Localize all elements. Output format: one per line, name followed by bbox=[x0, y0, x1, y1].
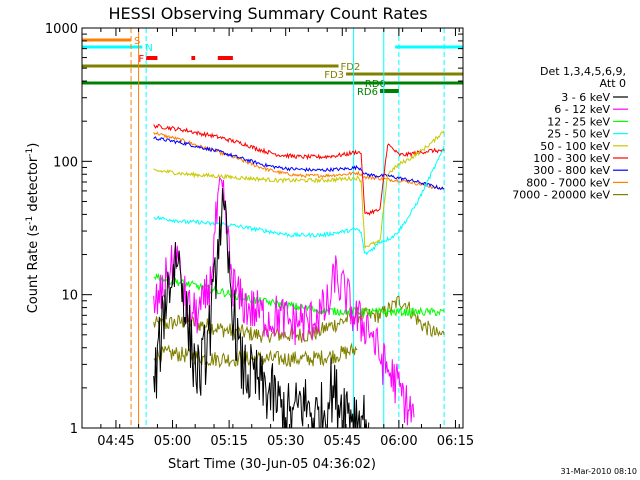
y-tick-label-3: 1000 bbox=[45, 22, 78, 37]
x-axis-label: Start Time (30-Jun-05 04:36:02) bbox=[168, 457, 376, 472]
series-line-25-50-kev bbox=[153, 145, 445, 256]
legend-label-0: 3 - 6 keV bbox=[561, 91, 610, 104]
y-axis-label-close: ) bbox=[26, 143, 41, 148]
state-label-rd0: RD0 bbox=[365, 79, 386, 90]
state-label-fd2: FD2 bbox=[341, 62, 361, 73]
legend-header-1: Att 0 bbox=[600, 77, 626, 90]
y-tick-label-2: 100 bbox=[53, 155, 78, 170]
y-axis-label: Count Rate (s-1 detector-1) bbox=[25, 143, 41, 314]
plot-frame bbox=[81, 27, 464, 429]
legend-label-5: 100 - 300 keV bbox=[533, 152, 610, 165]
legend-label-4: 50 - 100 keV bbox=[540, 140, 610, 153]
series-line-6-12-kev bbox=[153, 176, 415, 426]
y-tick-label-0: 1 bbox=[70, 422, 78, 437]
legend-label-8: 7000 - 20000 keV bbox=[512, 189, 610, 202]
y-axis-label-superscript-2: -1 bbox=[25, 148, 35, 157]
series-line-50-100-kev bbox=[153, 130, 445, 249]
x-tick-label-2: 05:15 bbox=[210, 434, 247, 449]
x-tick-label-1: 05:00 bbox=[154, 434, 191, 449]
x-tick-label-4: 05:45 bbox=[324, 434, 361, 449]
x-tick-label-3: 05:30 bbox=[267, 434, 304, 449]
y-tick-label-1: 10 bbox=[61, 289, 78, 304]
state-label-f: F bbox=[138, 54, 144, 65]
legend-label-3: 25 - 50 keV bbox=[547, 128, 610, 141]
series-line-7000-20000-kev bbox=[153, 295, 445, 343]
y-axis-label-prefix: Count Rate (s bbox=[26, 225, 41, 314]
series-line-100-300-kev bbox=[153, 123, 445, 216]
y-axis-label-superscript: -1 bbox=[25, 216, 35, 225]
series-line-800-7000-kev bbox=[153, 131, 445, 191]
legend-header-0: Det 1,3,4,5,6,9, bbox=[540, 65, 626, 78]
x-tick-label-0: 04:45 bbox=[97, 434, 134, 449]
series-line-lower-7000-20000-kev bbox=[153, 342, 358, 369]
state-label-rd6: RD6 bbox=[357, 87, 378, 98]
chart-title: HESSI Observing Summary Count Rates bbox=[108, 4, 427, 23]
series-line-300-800-kev bbox=[153, 136, 445, 190]
series-lines bbox=[153, 123, 445, 428]
x-tick-label-6: 06:15 bbox=[437, 434, 474, 449]
footer-timestamp: 31-Mar-2010 08:10 bbox=[561, 467, 638, 476]
state-label-s: S bbox=[134, 36, 140, 47]
legend-label-7: 800 - 7000 keV bbox=[526, 176, 610, 189]
state-label-fd3: FD3 bbox=[324, 70, 344, 81]
series-line-3-6-kev bbox=[153, 188, 370, 428]
state-label-n: N bbox=[145, 43, 152, 54]
y-axis-label-unit: detector bbox=[26, 156, 41, 216]
legend-label-1: 6 - 12 keV bbox=[554, 103, 610, 116]
axes: 04:45 05:00 05:15 05:30 05:45 06:00 06:15 1 10 10… bbox=[45, 22, 474, 449]
x-tick-label-5: 06:00 bbox=[380, 434, 417, 449]
legend-label-2: 12 - 25 keV bbox=[547, 115, 610, 128]
legend-label-6: 300 - 800 keV bbox=[533, 164, 610, 177]
